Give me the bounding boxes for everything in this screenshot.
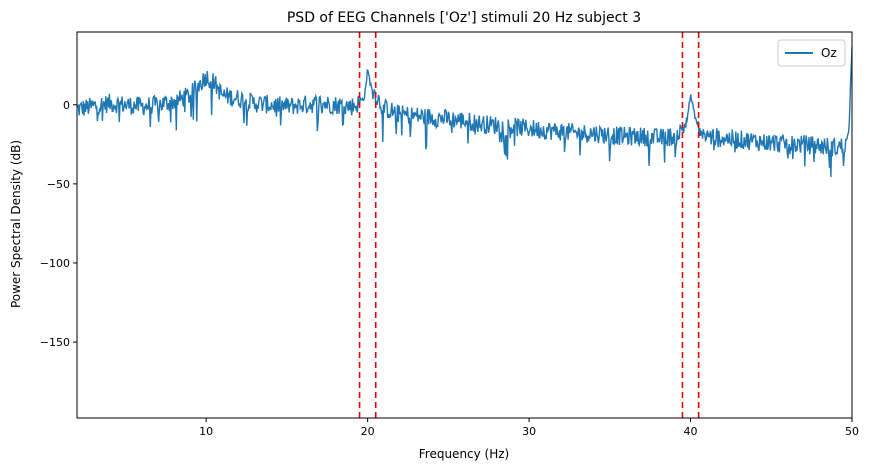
y-axis-label: Power Spectral Density (dB) xyxy=(9,140,23,308)
x-tick-label-10: 10 xyxy=(199,425,213,438)
legend-label-oz: Oz xyxy=(821,46,837,60)
x-tick-label-30: 30 xyxy=(522,425,536,438)
x-tick-label-20: 20 xyxy=(361,425,375,438)
y-tick-label-1: −50 xyxy=(47,178,70,191)
series-line-oz xyxy=(77,46,852,178)
plot-area xyxy=(77,32,852,418)
axes-frame xyxy=(76,31,853,419)
x-axis-label: Frequency (Hz) xyxy=(419,447,510,461)
chart-title: PSD of EEG Channels ['Oz'] stimuli 20 Hz… xyxy=(287,10,641,26)
y-tick-label-0: 0 xyxy=(63,99,70,112)
legend: Oz xyxy=(777,39,846,67)
x-tick-label-50: 50 xyxy=(845,425,859,438)
axes: 10 20 30 40 50 0 −50 −100 −150 xyxy=(40,31,859,438)
x-tick-label-40: 40 xyxy=(684,425,698,438)
y-tick-label-3: −150 xyxy=(40,336,70,349)
y-tick-label-2: −100 xyxy=(40,257,70,270)
